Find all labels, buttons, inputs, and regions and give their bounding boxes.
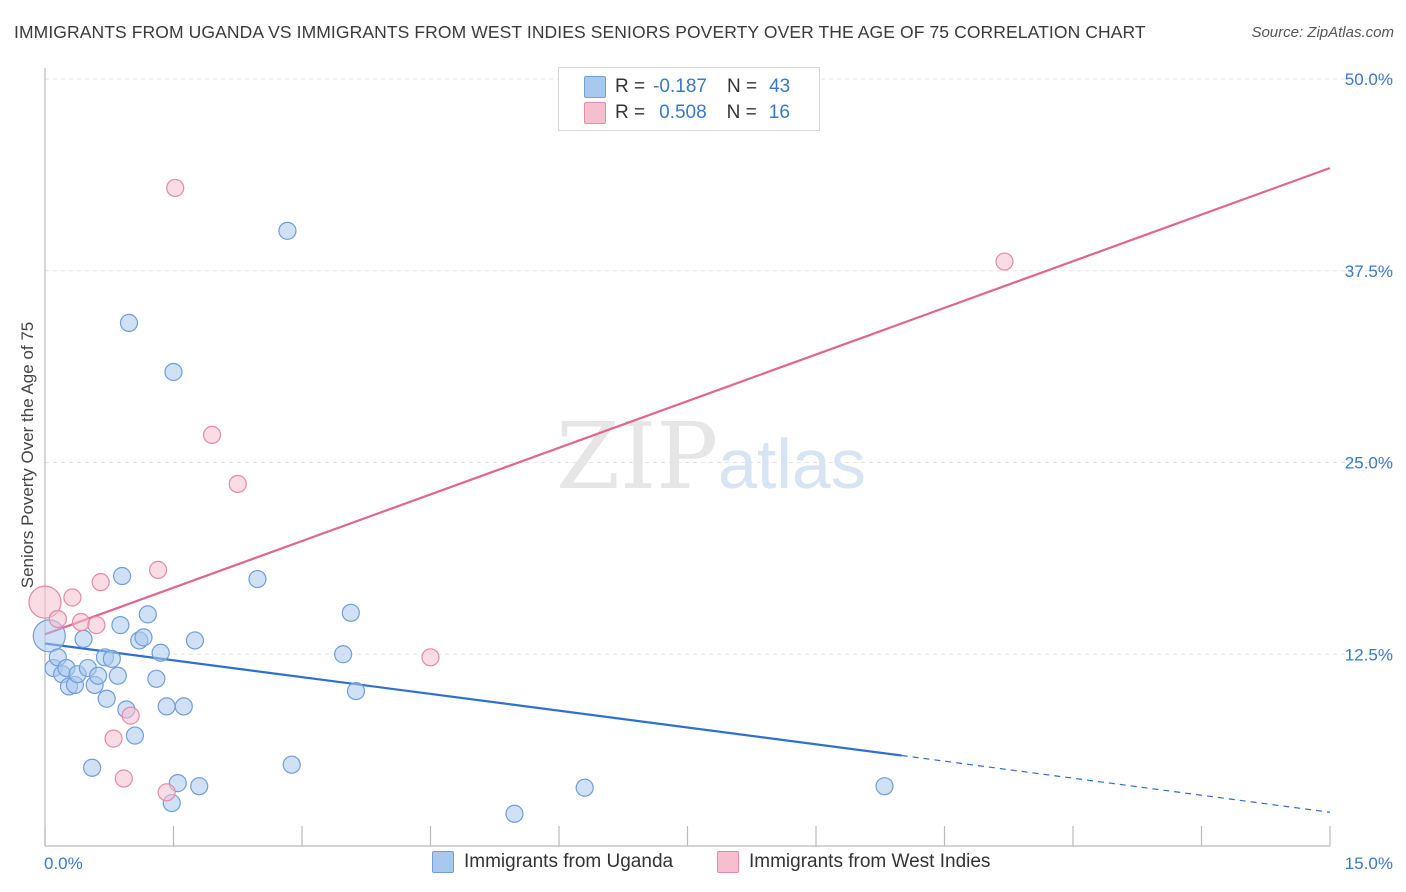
westindies-point [421,648,440,667]
westindies-point [121,706,140,725]
watermark-zip: ZIP [556,403,718,510]
uganda-point [248,569,267,589]
x-tick-label: 15.0% [1345,854,1393,873]
source-label: Source: ZipAtlas.com [1251,24,1394,41]
westindies-point [104,729,123,748]
data-points [28,178,1014,823]
y-tick-label: 50.0% [1345,70,1393,89]
westindies-swatch [584,102,606,124]
westindies-point [202,425,222,444]
westindies-point [228,474,247,494]
r-value: 0.508 [659,102,707,123]
uganda-point [575,778,594,797]
r-label: R = [615,102,646,123]
uganda-point [278,221,297,240]
uganda-point [97,689,116,708]
y-tick-label: 25.0% [1345,454,1393,473]
westindies-point [166,178,185,198]
uganda-point [83,758,102,777]
uganda-point [74,629,93,649]
n-value: 43 [769,76,791,97]
legend-label-westindies: Immigrants from West Indies [749,851,991,872]
x-tick-label: 0.0% [44,854,83,873]
westindies-point [114,769,133,788]
legend-item-westindies[interactable]: Immigrants from West Indies [717,851,990,873]
y-tick-label: 37.5% [1345,262,1393,281]
n-label: N = [726,102,757,123]
legend-label-uganda: Immigrants from Uganda [464,851,674,872]
westindies-point [71,612,91,632]
uganda-point [89,666,108,685]
legend-item-uganda[interactable]: Immigrants from Uganda [432,851,673,873]
uganda-swatch [432,851,454,873]
legend-row-westindies: R = 0.508 N = 16 [584,101,790,125]
uganda-point [341,603,360,622]
uganda-trend-extension [901,754,1331,813]
uganda-point [505,804,524,823]
r-value: -0.187 [653,76,707,97]
watermark: ZIP atlas [556,403,866,510]
uganda-point [164,362,183,382]
trend-lines [44,166,1331,813]
westindies-point [63,588,82,607]
westindies-trend-line [44,166,1331,636]
uganda-trend-line [44,642,902,757]
uganda-point [111,616,130,635]
uganda-point [875,777,894,796]
n-value: 16 [768,102,790,123]
uganda-point [125,726,145,745]
uganda-point [185,631,205,650]
westindies-point [28,585,62,619]
watermark-atlas: atlas [718,425,866,503]
westindies-point [148,560,168,579]
r-label: R = [615,76,646,97]
uganda-point [174,697,193,716]
n-label: N = [726,76,758,97]
uganda-point [346,681,366,701]
westindies-point [157,783,176,802]
uganda-swatch [584,76,606,98]
westindies-point [91,573,110,592]
legend-row-uganda: R = -0.187 N = 43 [584,75,791,99]
uganda-point [138,605,157,624]
uganda-point [134,628,153,647]
uganda-point [108,666,127,685]
chart-title: IMMIGRANTS FROM UGANDA VS IMMIGRANTS FRO… [14,22,1146,42]
tick-labels: 12.5% 25.0% 37.5% 50.0% 0.0% 15.0% [44,70,1393,873]
uganda-point [112,566,132,586]
westindies-point [48,609,67,629]
uganda-point [147,669,166,688]
westindies-swatch [717,851,739,873]
uganda-point [102,649,121,668]
uganda-point [151,643,170,662]
grid-lines [45,78,1394,655]
westindies-point [87,616,106,635]
westindies-point [995,252,1014,271]
series-legend: Immigrants from Uganda Immigrants from W… [0,851,1406,879]
axes [44,68,1331,847]
uganda-point [190,777,209,796]
correlation-legend: R = -0.187 N = 43 R = 0.508 N = 16 [558,67,820,131]
uganda-point [119,313,139,333]
uganda-point [282,755,301,774]
uganda-point [334,645,353,664]
y-tick-label: 12.5% [1345,645,1393,664]
uganda-point [157,697,176,716]
